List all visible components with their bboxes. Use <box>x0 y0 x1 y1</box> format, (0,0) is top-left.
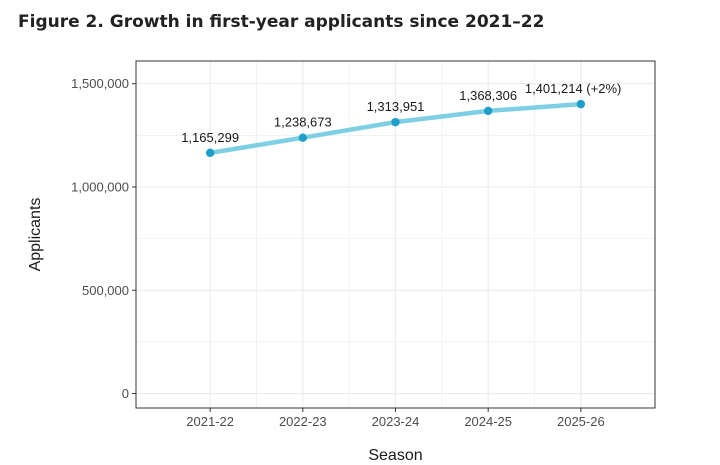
x-tick-label: 2021-22 <box>186 414 234 429</box>
y-tick-label: 1,000,000 <box>71 179 129 194</box>
x-tick-label: 2025-26 <box>557 414 605 429</box>
data-point-2025-26 <box>576 99 586 109</box>
figure-title: Figure 2. Growth in first-year applicant… <box>18 12 545 32</box>
y-axis-title: Applicants <box>27 198 44 272</box>
data-label-2024-25: 1,368,306 <box>459 88 517 103</box>
data-label-2021-22: 1,165,299 <box>181 130 239 145</box>
data-point-2023-24 <box>391 117 400 127</box>
major-gridlines <box>136 61 655 408</box>
x-axis-title: Season <box>368 447 422 464</box>
axis-ticks: 0 500,000 1,000,000 1,500,000 2021-22 2022-23… <box>71 76 605 429</box>
y-tick-label: 0 <box>122 386 129 401</box>
data-label-2025-26: 1,401,214 (+2%) <box>525 81 621 96</box>
data-point-2024-25 <box>483 106 493 116</box>
y-tick-label: 1,500,000 <box>71 76 129 91</box>
data-label-2022-23: 1,238,673 <box>274 115 332 130</box>
data-points <box>205 99 586 158</box>
x-tick-label: 2024-25 <box>464 414 512 429</box>
data-point-2021-22 <box>205 148 215 158</box>
data-labels: 1,165,299 1,238,673 1,313,951 1,368,306 1,40… <box>181 81 621 145</box>
x-tick-label: 2023-24 <box>372 414 420 429</box>
x-tick-label: 2022-23 <box>279 414 327 429</box>
data-point-2022-23 <box>298 133 308 142</box>
data-label-2023-24: 1,313,951 <box>367 99 425 114</box>
y-tick-label: 500,000 <box>82 283 129 298</box>
